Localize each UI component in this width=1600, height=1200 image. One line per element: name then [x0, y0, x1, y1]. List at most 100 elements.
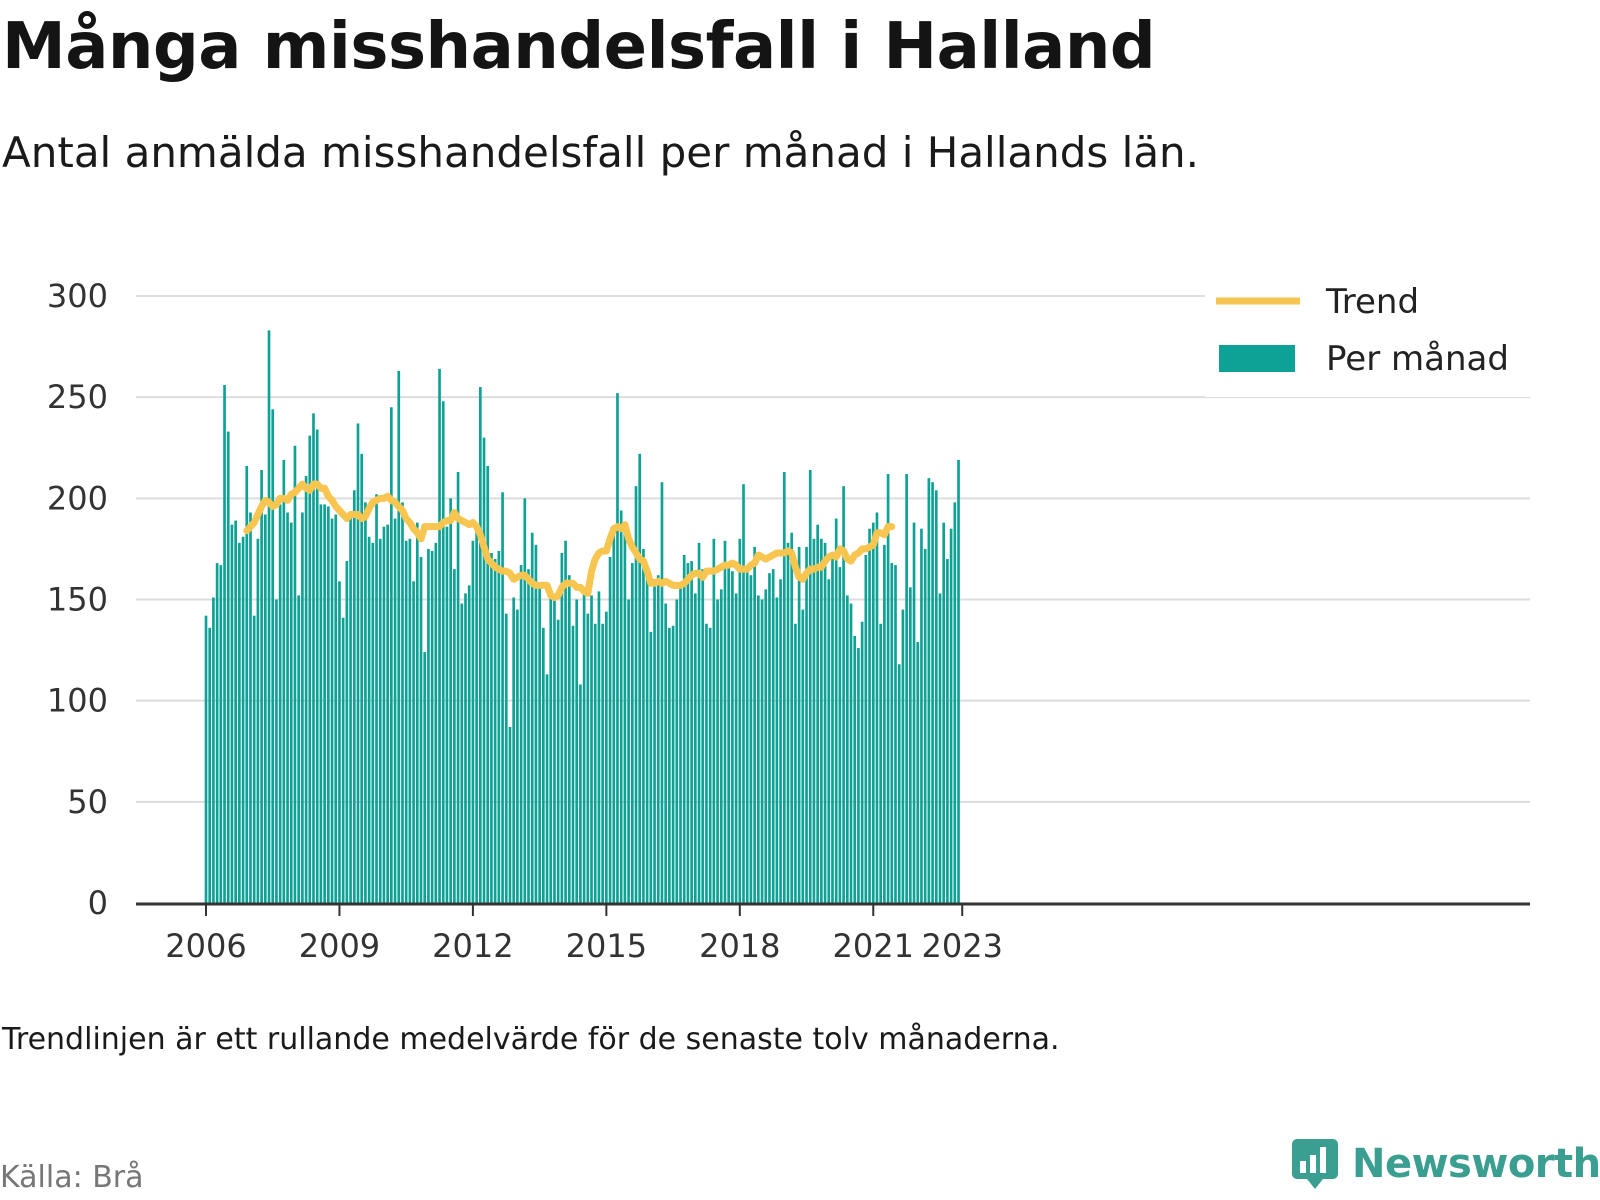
- bar: [267, 330, 271, 903]
- bar: [953, 502, 957, 903]
- bar-chart: 0 50 100 150 200 250 300 2006 2009 2012 2015 2018 20…: [47, 277, 1530, 965]
- bar: [623, 526, 627, 903]
- bar: [364, 502, 367, 903]
- bar: [360, 453, 364, 903]
- bar: [864, 554, 868, 903]
- bar: [275, 599, 278, 903]
- y-tick-label: 150: [47, 581, 108, 619]
- bar: [656, 575, 660, 903]
- bar: [712, 538, 716, 903]
- bar: [616, 393, 619, 903]
- bar: [460, 603, 464, 903]
- bar: [619, 510, 623, 903]
- bar: [708, 627, 712, 903]
- bar: [638, 453, 642, 903]
- bar: [238, 542, 241, 903]
- bar: [271, 409, 275, 903]
- bar: [415, 522, 419, 903]
- bar: [905, 474, 908, 903]
- bar: [482, 437, 486, 903]
- bar: [427, 548, 430, 903]
- bar: [534, 544, 538, 903]
- bar: [252, 615, 256, 903]
- bar: [586, 613, 590, 903]
- bar: [764, 589, 768, 903]
- bar: [560, 552, 564, 903]
- bar: [508, 726, 512, 903]
- bar: [553, 599, 556, 903]
- brand-logo: Newsworthy: [1290, 1137, 1600, 1191]
- bar: [608, 557, 612, 903]
- bar: [249, 512, 252, 903]
- bar: [679, 583, 682, 903]
- bar: [456, 472, 460, 903]
- bars-per-month: [204, 330, 960, 904]
- bar: [319, 504, 323, 903]
- bar: [567, 575, 571, 903]
- bar: [931, 482, 934, 903]
- bar: [938, 593, 942, 903]
- bar: [671, 625, 675, 903]
- x-tick-label: 2006: [165, 927, 246, 965]
- bar: [330, 518, 334, 903]
- bar: [946, 559, 949, 903]
- bar: [738, 538, 742, 903]
- y-tick-label: 200: [47, 479, 108, 517]
- legend-trend-label: Trend: [1325, 282, 1419, 322]
- bar: [590, 595, 593, 903]
- bar: [920, 528, 923, 903]
- bar: [842, 486, 845, 903]
- bar: [390, 407, 393, 903]
- bar: [519, 565, 523, 903]
- bar: [352, 490, 356, 903]
- bar: [323, 504, 326, 903]
- bar: [297, 595, 301, 903]
- bar: [556, 619, 560, 903]
- bar: [745, 571, 749, 903]
- bar: [327, 506, 330, 903]
- bar: [223, 385, 226, 903]
- bar: [768, 573, 771, 903]
- bar: [831, 557, 834, 903]
- bar: [820, 538, 823, 903]
- x-tick-label: 2021: [833, 927, 914, 965]
- bar: [349, 512, 352, 903]
- trend-series: [243, 480, 896, 601]
- bar: [234, 520, 237, 903]
- bar: [697, 542, 701, 903]
- bar: [664, 603, 667, 903]
- bar: [816, 524, 819, 903]
- bar: [504, 613, 508, 903]
- bar: [794, 623, 797, 903]
- bar: [883, 544, 886, 903]
- bar: [334, 514, 338, 903]
- bar: [771, 569, 775, 903]
- brand-name: Newsworthy: [1352, 1141, 1600, 1187]
- bar: [782, 472, 786, 903]
- bar: [263, 514, 267, 903]
- bar: [341, 617, 345, 903]
- bar: [393, 518, 397, 903]
- bar: [849, 603, 853, 903]
- bar: [879, 623, 883, 903]
- x-tick-label: 2012: [432, 927, 513, 965]
- y-tick-label: 0: [88, 884, 108, 922]
- bar: [386, 524, 389, 903]
- bar: [260, 470, 263, 903]
- bar: [527, 569, 530, 903]
- bar: [486, 465, 490, 903]
- bar: [356, 423, 360, 903]
- bar: [408, 538, 412, 903]
- bar: [512, 597, 516, 903]
- bar: [308, 435, 312, 903]
- bar: [601, 623, 604, 903]
- bar: [404, 540, 408, 903]
- bar: [686, 563, 690, 903]
- source-text: Källa: Brå: [0, 1160, 144, 1195]
- bar: [871, 522, 875, 903]
- bar: [734, 593, 738, 903]
- bar: [645, 567, 649, 903]
- bar: [493, 559, 497, 903]
- bar: [682, 554, 686, 903]
- bar: [868, 528, 871, 903]
